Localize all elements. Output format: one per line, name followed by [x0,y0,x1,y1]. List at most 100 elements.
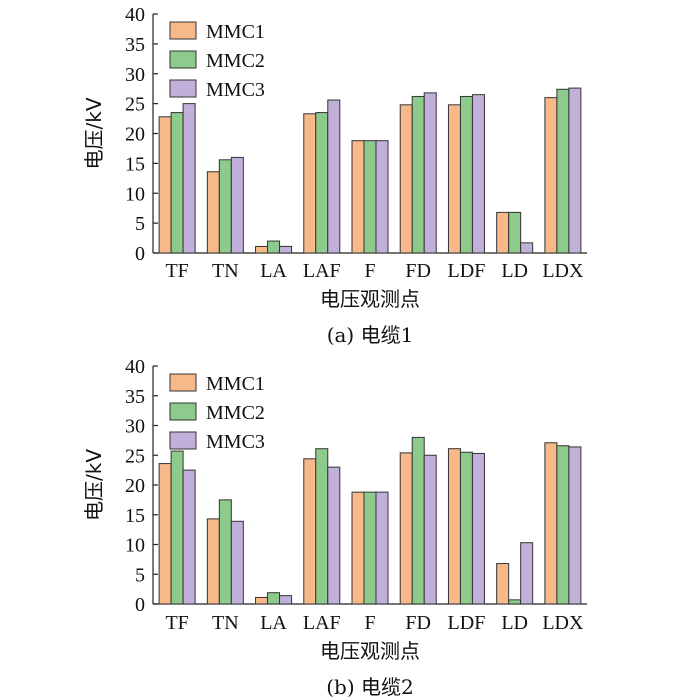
bar-mmc2-la [267,592,281,605]
y-tick-label: 30 [125,416,145,438]
y-tick-label: 20 [125,124,145,146]
bar-mmc2-fd [411,95,425,254]
y-tick-label: 5 [135,213,145,235]
bar-mmc1-tf [158,116,172,254]
bar-mmc3-laf [327,99,341,254]
bar-mmc1-ldx [544,97,558,254]
y-tick-label: 30 [125,64,145,86]
x-tick-label: LD [501,260,528,282]
bar-mmc2-laf [315,448,329,605]
legend-label-mmc3: MMC3 [206,431,265,453]
legend-swatch-mmc1 [169,373,197,392]
y-tick-label: 0 [135,243,145,265]
bar-mmc1-tn [206,171,220,254]
bar-mmc1-tn [206,518,220,605]
x-tick-label: F [364,260,375,282]
legend-swatch-mmc2 [169,50,197,69]
bar-mmc2-f [363,491,377,605]
legend-label-mmc1: MMC1 [206,373,265,395]
chart-caption: (b) 电缆2 [326,675,414,699]
legend-swatch-mmc3 [169,431,197,450]
bar-mmc2-tn [218,499,232,605]
bar-mmc2-tf [170,450,184,605]
bar-mmc2-ld [508,211,522,254]
y-tick-label: 15 [125,153,145,175]
bar-mmc1-ldf [447,448,461,605]
x-axis-title: 电压观测点 [320,639,420,663]
y-tick-label: 25 [125,445,145,467]
legend-label-mmc1: MMC1 [206,21,265,43]
x-axis-title: 电压观测点 [320,287,420,311]
bar-mmc3-ldx [568,87,582,254]
x-tick-label: FD [405,612,431,634]
y-tick-label: 15 [125,505,145,527]
bar-mmc2-ldf [459,95,473,254]
bar-mmc3-tn [230,520,244,605]
bar-mmc3-tn [230,156,244,254]
y-axis-title: 电压/kV [82,97,106,169]
y-tick-label: 0 [135,594,145,616]
x-tick-label: LA [260,612,287,634]
bar-mmc2-f [363,140,377,254]
bar-mmc1-la [255,245,269,254]
bar-mmc1-ldf [447,104,461,254]
bar-mmc1-ld [496,563,510,605]
legend-swatch-mmc1 [169,21,197,40]
bar-mmc3-ld [520,242,534,254]
y-tick-label: 5 [135,564,145,586]
x-tick-label: F [364,612,375,634]
bar-mmc2-laf [315,112,329,254]
y-tick-label: 40 [125,4,145,26]
bar-mmc2-ld [508,599,522,605]
x-tick-label: LDF [448,260,486,282]
bar-mmc1-fd [399,452,413,605]
x-tick-label: LAF [303,612,341,634]
bar-mmc2-ldx [556,445,570,605]
bar-mmc3-ldf [471,94,485,254]
x-tick-label: LD [501,612,528,634]
y-tick-label: 25 [125,94,145,116]
chart-caption: (a) 电缆1 [327,323,414,347]
y-tick-label: 40 [125,356,145,378]
x-tick-label: LA [260,260,287,282]
x-tick-label: TF [165,612,188,634]
y-axis-title: 电压/kV [82,449,106,521]
x-tick-label: LDX [542,260,584,282]
bar-mmc3-ldx [568,446,582,605]
bar-mmc3-tf [182,103,196,254]
x-tick-label: LDF [448,612,486,634]
x-tick-label: TN [212,260,239,282]
chart-panel-b: 0 5 10 15 20 25 30 35 40 电压/kV TF TN LA LAF F FD LDF LD LD… [82,356,587,699]
bar-mmc1-tf [158,463,172,605]
x-tick-label: TF [165,260,188,282]
bar-mmc1-la [255,596,269,605]
bar-mmc2-tn [218,159,232,254]
y-tick-label: 35 [125,34,145,56]
chart-panel-a: 0 5 10 15 20 25 30 35 40 电压/kV TF TN LA LAF F FD LDF LD LD… [82,4,587,347]
legend-swatch-mmc3 [169,79,197,98]
bar-mmc1-ldx [544,442,558,605]
legend-label-mmc2: MMC2 [206,50,265,72]
bar-mmc3-ldf [471,452,485,605]
bar-mmc3-fd [423,454,437,605]
bar-mmc1-laf [303,113,317,254]
bar-mmc1-fd [399,104,413,254]
y-tick-label: 35 [125,386,145,408]
x-tick-label: TN [212,612,239,634]
bar-mmc3-la [279,595,293,605]
legend-label-mmc2: MMC2 [206,402,265,424]
y-tick-label: 20 [125,475,145,497]
x-tick-label: FD [405,260,431,282]
bar-mmc1-ld [496,211,510,254]
bar-mmc2-ldx [556,88,570,254]
bar-mmc3-f [375,491,389,605]
x-tick-label: LAF [303,260,341,282]
bar-mmc3-f [375,140,389,254]
bar-mmc3-tf [182,469,196,605]
y-tick-label: 10 [125,535,145,557]
x-tick-label: LDX [542,612,584,634]
bar-mmc2-tf [170,112,184,254]
bar-mmc1-laf [303,458,317,605]
bar-mmc2-ldf [459,451,473,605]
